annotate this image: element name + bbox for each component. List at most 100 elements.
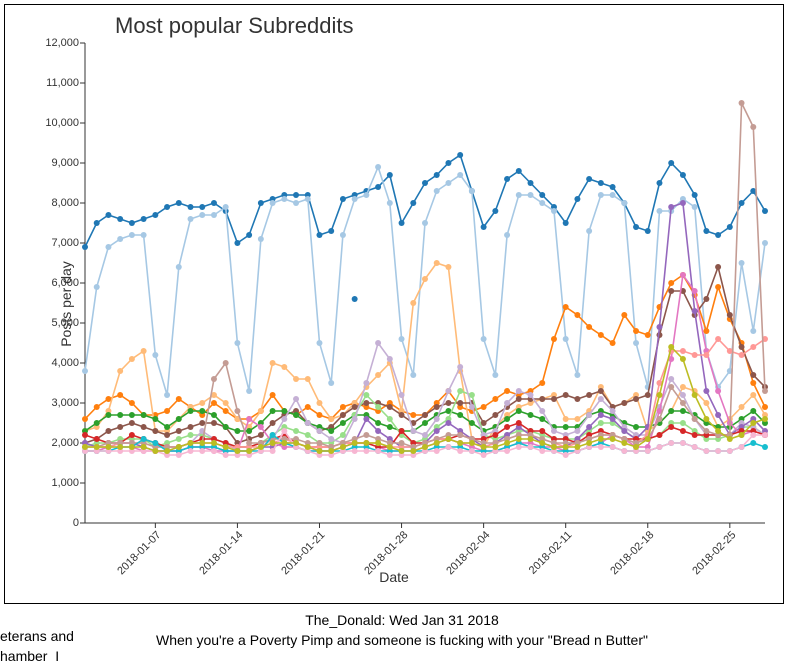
data-point [387,424,393,430]
data-point [457,448,463,454]
data-point [703,400,709,406]
data-point [563,392,569,398]
data-point [610,184,616,190]
data-point [563,220,569,226]
data-point [293,412,299,418]
data-point [668,424,674,430]
data-point [246,388,252,394]
data-point [188,440,194,446]
data-point [176,444,182,450]
data-point [703,328,709,334]
data-point [469,448,475,454]
data-point [680,408,686,414]
y-tick-label: 4,000 [19,357,79,369]
data-point [445,420,451,426]
data-point [223,424,229,430]
data-point [176,416,182,422]
data-point [399,392,405,398]
data-point [621,440,627,446]
data-point [492,444,498,450]
data-point [586,392,592,398]
tooltip-body: When you're a Poverty Pimp and someone i… [0,632,804,648]
data-point [141,232,147,238]
data-point [645,448,651,454]
data-point [258,432,264,438]
data-point [715,284,721,290]
data-point [363,432,369,438]
data-point [668,408,674,414]
data-point [375,164,381,170]
data-point [750,328,756,334]
x-tick-label: 2018-02-18 [608,529,677,598]
data-point [152,416,158,422]
data-point [528,392,534,398]
data-point [223,444,229,450]
data-point [82,368,88,374]
y-tick-label: 0 [19,517,79,529]
data-point [375,404,381,410]
data-point [375,428,381,434]
data-point [82,432,88,438]
data-point [281,196,287,202]
data-point [703,448,709,454]
data-point [94,444,100,450]
data-point [363,440,369,446]
data-point [539,416,545,422]
data-point [469,440,475,446]
data-point [129,432,135,438]
data-point [117,392,123,398]
data-point [316,400,322,406]
data-point [750,392,756,398]
data-point [422,276,428,282]
data-point [316,232,322,238]
data-point [598,412,604,418]
data-point [422,180,428,186]
data-point [481,404,487,410]
data-point [469,420,475,426]
data-point [610,436,616,442]
data-point [223,360,229,366]
data-point [692,288,698,294]
data-point [141,216,147,222]
y-tick-label: 7,000 [19,237,79,249]
data-point [328,428,334,434]
data-point [539,408,545,414]
data-point [94,420,100,426]
data-point [750,344,756,350]
data-point [176,436,182,442]
data-point [469,404,475,410]
data-point [598,396,604,402]
data-point [551,444,557,450]
data-point [528,192,534,198]
y-tick-label: 3,000 [19,397,79,409]
data-point [270,200,276,206]
data-point [188,204,194,210]
data-point [457,412,463,418]
data-point [223,408,229,414]
x-tick-label: 2018-02-04 [444,529,513,598]
data-point [539,380,545,386]
data-point [551,396,557,402]
data-point [574,196,580,202]
data-point [762,388,768,394]
data-point [434,448,440,454]
data-point [176,428,182,434]
y-axis-label: Posts per day [58,261,74,347]
data-point [574,416,580,422]
data-point [164,448,170,454]
data-point [258,408,264,414]
data-point [129,412,135,418]
data-point [375,340,381,346]
data-point [328,448,334,454]
data-point [211,200,217,206]
data-point [750,432,756,438]
data-point [105,428,111,434]
data-point [234,340,240,346]
data-point [141,444,147,450]
data-point [316,428,322,434]
x-tick-label: 2018-01-07 [116,529,185,598]
data-point [340,444,346,450]
data-point [352,416,358,422]
data-point [445,400,451,406]
data-point [656,180,662,186]
